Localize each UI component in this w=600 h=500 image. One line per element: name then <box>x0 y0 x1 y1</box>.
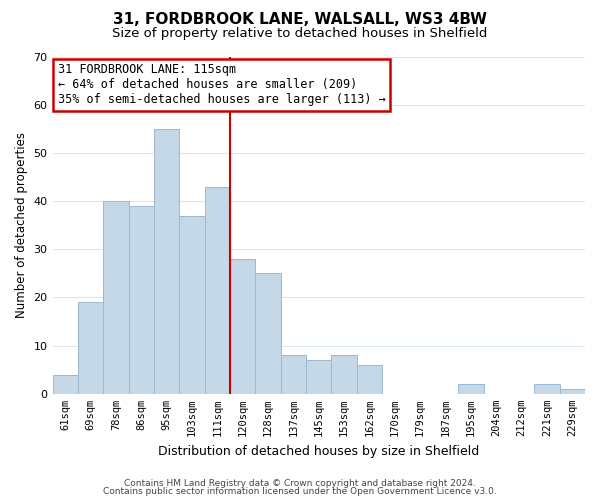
Bar <box>128 206 154 394</box>
Bar <box>357 365 382 394</box>
Bar <box>53 374 78 394</box>
Bar <box>560 389 585 394</box>
Bar <box>103 201 128 394</box>
Y-axis label: Number of detached properties: Number of detached properties <box>15 132 28 318</box>
Bar <box>534 384 560 394</box>
Bar <box>331 356 357 394</box>
Text: 31 FORDBROOK LANE: 115sqm
← 64% of detached houses are smaller (209)
35% of semi: 31 FORDBROOK LANE: 115sqm ← 64% of detac… <box>58 63 386 106</box>
Text: Contains public sector information licensed under the Open Government Licence v3: Contains public sector information licen… <box>103 487 497 496</box>
Bar <box>179 216 205 394</box>
Text: 31, FORDBROOK LANE, WALSALL, WS3 4BW: 31, FORDBROOK LANE, WALSALL, WS3 4BW <box>113 12 487 28</box>
Bar <box>281 356 306 394</box>
Bar <box>154 129 179 394</box>
Bar <box>458 384 484 394</box>
Bar <box>205 186 230 394</box>
Bar <box>306 360 331 394</box>
Bar <box>230 259 256 394</box>
X-axis label: Distribution of detached houses by size in Shelfield: Distribution of detached houses by size … <box>158 444 479 458</box>
Bar <box>78 302 103 394</box>
Bar <box>256 274 281 394</box>
Text: Contains HM Land Registry data © Crown copyright and database right 2024.: Contains HM Land Registry data © Crown c… <box>124 478 476 488</box>
Text: Size of property relative to detached houses in Shelfield: Size of property relative to detached ho… <box>112 28 488 40</box>
